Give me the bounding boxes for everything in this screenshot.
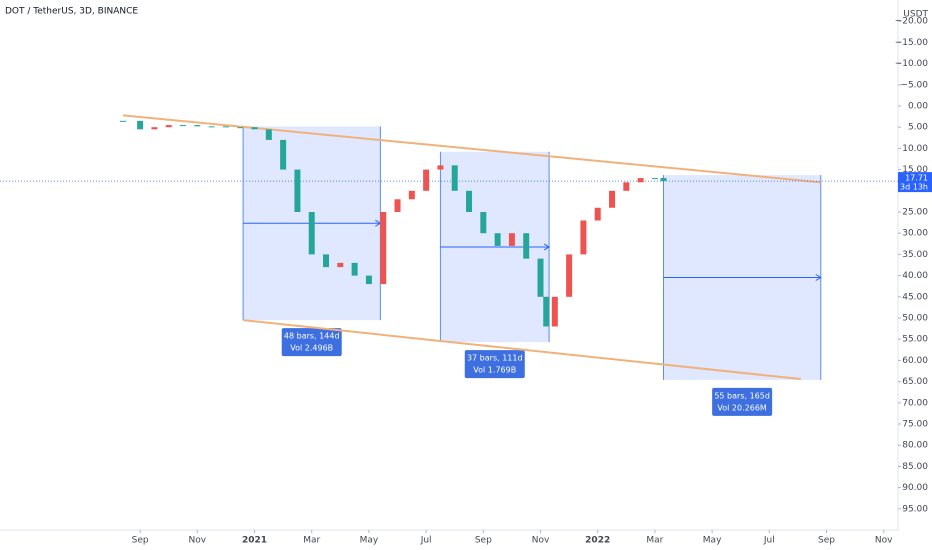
y-tick-label: 15.00 (902, 165, 928, 175)
candle (337, 262, 344, 268)
candle (222, 126, 229, 128)
candle (194, 125, 201, 127)
candle (437, 165, 444, 170)
range-label-box (281, 328, 342, 357)
candle (323, 254, 330, 268)
range-volume: Vol 2.496B (290, 344, 333, 353)
y-tick-label: 80.00 (902, 441, 928, 451)
y-tick-label: −5.00 (900, 80, 928, 90)
candle (208, 126, 215, 128)
range-volume: Vol 1.769B (473, 366, 516, 375)
candle (466, 190, 473, 212)
candle (137, 120, 144, 130)
candle (523, 233, 530, 259)
range-label-box (464, 350, 525, 379)
y-tick-label: −15.00 (895, 38, 929, 48)
x-tick-label: Nov (875, 536, 893, 546)
candle (508, 233, 515, 246)
x-tick-label: 2022 (585, 536, 610, 546)
chart-title: DOT / TetherUS, 3D, BINANCE (5, 7, 138, 17)
candle (651, 178, 658, 180)
y-tick-label: 90.00 (902, 483, 928, 493)
candle (623, 182, 630, 191)
candle (551, 296, 558, 327)
candle (151, 127, 158, 130)
x-tick-label: May (703, 536, 722, 546)
candle (351, 262, 358, 276)
candle (280, 139, 287, 170)
candle (494, 233, 501, 246)
y-tick-label: 50.00 (902, 314, 928, 324)
y-tick-label: 45.00 (902, 292, 928, 302)
x-tick-label: 2021 (242, 536, 267, 546)
y-tick-label: 10.00 (902, 144, 928, 154)
range-label-box (712, 387, 773, 416)
candle (637, 178, 644, 183)
x-tick-label: May (360, 536, 379, 546)
y-tick-label: 55.00 (902, 335, 928, 345)
x-tick-label: Sep (818, 536, 835, 546)
x-tick-label: Sep (475, 536, 492, 546)
trendline (242, 319, 801, 381)
y-tick-label: 65.00 (902, 377, 928, 387)
y-tick-label: 70.00 (902, 398, 928, 408)
y-tick-label: 75.00 (902, 420, 928, 430)
y-tick-label: 60.00 (902, 356, 928, 366)
candle (480, 212, 487, 234)
candle (265, 129, 272, 140)
candle (365, 275, 372, 285)
candle (294, 169, 301, 212)
candle (251, 127, 258, 130)
x-tick-label: Sep (132, 536, 149, 546)
range-arrow-head (543, 243, 551, 251)
range-arrow-head (815, 274, 822, 281)
candle (165, 125, 172, 128)
y-tick-label: 35.00 (902, 250, 928, 260)
y-unit: USDT (903, 10, 928, 20)
candle (543, 296, 550, 327)
candle (594, 207, 601, 221)
y-tick-label: 30.00 (902, 229, 928, 239)
last-price-label: 17.71 (905, 174, 928, 183)
y-tick-label: 0.00 (908, 102, 928, 112)
y-tick-label: 95.00 (902, 504, 928, 514)
y-tick-label: 85.00 (902, 462, 928, 472)
candle (537, 258, 544, 297)
candle (609, 190, 616, 208)
x-tick-label: Mar (303, 536, 320, 546)
price-axis (898, 0, 932, 530)
candle (380, 212, 387, 285)
candle (580, 220, 587, 255)
y-tick-label: −10.00 (895, 59, 929, 69)
y-tick-label: −20.00 (895, 17, 929, 27)
candle (660, 178, 667, 182)
last-price-tag (898, 172, 932, 193)
x-tick-label: Jul (420, 536, 432, 546)
candle (423, 169, 430, 191)
trendline (122, 114, 821, 184)
range-volume: Vol 20.266M (717, 403, 767, 412)
countdown-label: 3d 13h (900, 183, 928, 192)
range-label: 55 bars, 165d (714, 391, 770, 400)
x-tick-label: Nov (532, 536, 550, 546)
y-tick-label: 5.00 (908, 123, 928, 133)
candle (308, 212, 315, 255)
range-label: 37 bars, 111d (467, 354, 523, 363)
y-tick-label: 40.00 (902, 271, 928, 281)
y-tick-label: 25.00 (902, 208, 928, 218)
candle (408, 190, 415, 200)
candle (394, 199, 401, 212)
candle (180, 125, 187, 127)
x-tick-label: Mar (646, 536, 663, 546)
x-tick-label: Nov (189, 536, 207, 546)
range-label: 48 bars, 144d (284, 332, 340, 341)
candle (451, 165, 458, 191)
candle (237, 127, 244, 129)
x-tick-label: Jul (763, 536, 775, 546)
candle (566, 254, 573, 297)
candle (119, 120, 126, 122)
